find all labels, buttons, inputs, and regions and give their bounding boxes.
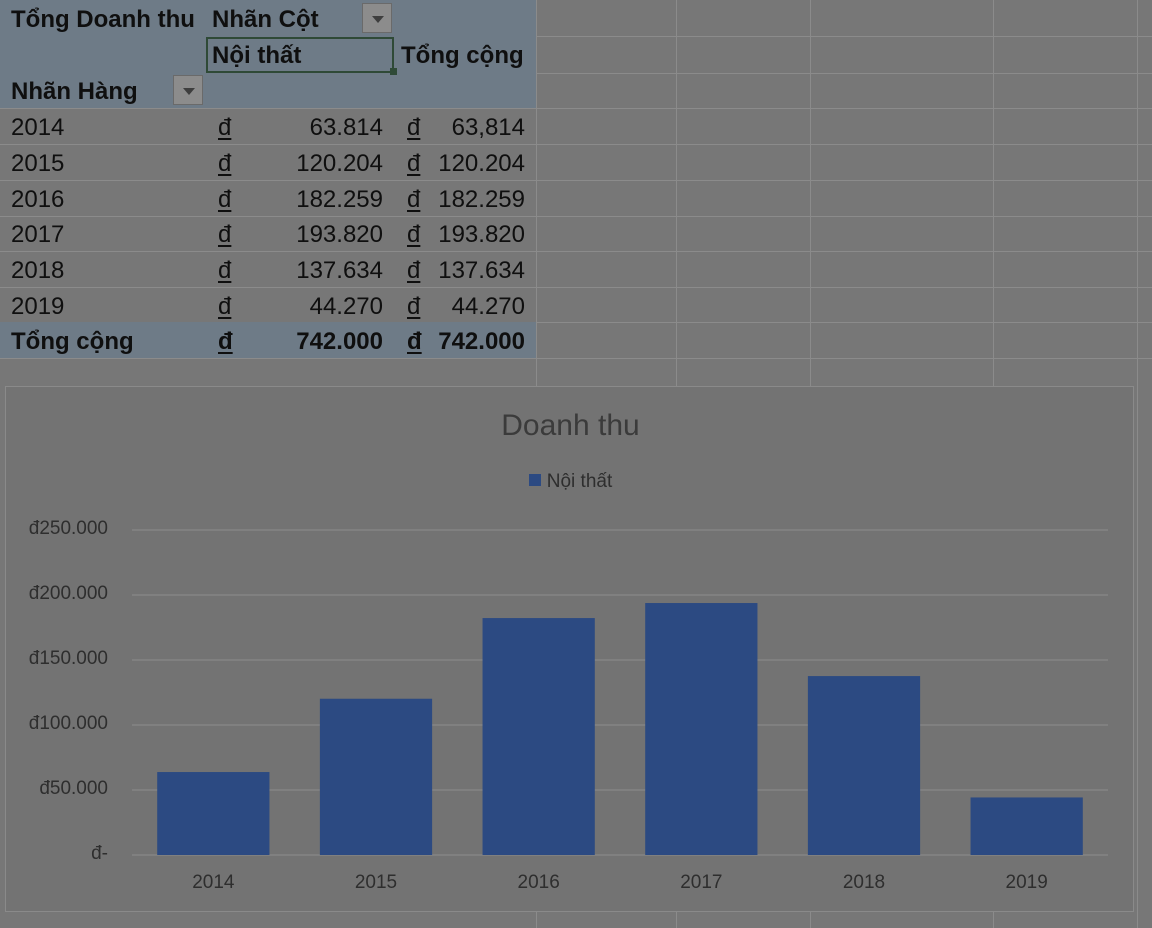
total-cell: 182.259: [438, 186, 525, 213]
row-labels-header[interactable]: Nhãn Hàng: [11, 78, 138, 105]
grid-line: [0, 251, 1152, 252]
value-cell: 193.820: [296, 221, 383, 248]
value-cell: 120.204: [296, 150, 383, 177]
bar-2018[interactable]: [807, 676, 921, 855]
legend-label: Nội thất: [546, 471, 613, 492]
grand-total-column-label[interactable]: Tổng cộng: [401, 42, 524, 69]
x-tick-label: 2016: [517, 872, 560, 893]
chevron-down-icon: [372, 16, 384, 23]
currency-symbol: đ: [218, 221, 232, 248]
grid-line: [1137, 0, 1138, 928]
pivot-total-band: [0, 322, 536, 358]
grid-line: [0, 358, 1152, 359]
grid-line: [0, 108, 1152, 109]
currency-symbol: đ: [407, 328, 422, 355]
currency-symbol: đ: [407, 114, 421, 141]
active-cell-border: [206, 37, 394, 73]
row-label: 2014: [11, 114, 65, 141]
pivot-header-band: [0, 0, 536, 108]
row-filter-button[interactable]: [173, 75, 203, 105]
grid-line: [0, 36, 1152, 37]
value-cell: 63.814: [309, 114, 383, 141]
bar-2019[interactable]: [970, 797, 1083, 855]
currency-symbol: đ: [407, 293, 421, 320]
currency-symbol: đ: [218, 257, 232, 284]
currency-symbol: đ: [407, 221, 421, 248]
row-label: 2015: [11, 150, 65, 177]
grid-line: [0, 180, 1152, 181]
pivot-value-field[interactable]: Tổng Doanh thu: [11, 6, 195, 33]
currency-symbol: đ: [407, 150, 421, 177]
grand-total-total: 742.000: [438, 328, 525, 355]
x-tick-label: 2014: [192, 872, 235, 893]
fill-handle[interactable]: [390, 68, 397, 75]
row-label: 2016: [11, 186, 65, 213]
grand-total-label: Tổng cộng: [11, 328, 134, 355]
total-cell: 137.634: [438, 257, 525, 284]
bar-2017[interactable]: [645, 603, 758, 855]
total-cell: 44.270: [451, 293, 525, 320]
y-tick-label: đ100.000: [28, 713, 108, 734]
value-cell: 44.270: [309, 293, 383, 320]
pivot-chart[interactable]: Doanh thu Nội thất đ-đ50.000 đ100.000 đ150…: [5, 386, 1134, 912]
currency-symbol: đ: [218, 293, 232, 320]
chevron-down-icon: [183, 88, 195, 95]
x-tick-label: 2018: [842, 872, 886, 893]
row-label: 2017: [11, 221, 65, 248]
currency-symbol: đ: [218, 114, 232, 141]
grid-line: [0, 216, 1152, 217]
total-cell: 63,814: [451, 114, 525, 141]
value-cell: 182.259: [296, 186, 383, 213]
legend-swatch: [528, 473, 541, 486]
grid-line: [0, 73, 1152, 74]
column-labels-header[interactable]: Nhãn Cột: [212, 6, 319, 33]
y-tick-label: đ150.000: [28, 648, 108, 669]
currency-symbol: đ: [407, 257, 421, 284]
y-tick-label: đ50.000: [39, 778, 108, 799]
y-tick-label: đ-: [91, 843, 108, 864]
total-cell: 120.204: [438, 150, 525, 177]
grand-total-value: 742.000: [296, 328, 383, 355]
grid-line: [0, 144, 1152, 145]
currency-symbol: đ: [218, 150, 232, 177]
row-label: 2018: [11, 257, 65, 284]
x-tick-label: 2019: [1005, 872, 1048, 893]
column-filter-button[interactable]: [362, 3, 392, 33]
chart-legend[interactable]: Nội thất: [6, 471, 1135, 493]
y-tick-label: đ200.000: [28, 583, 108, 604]
column-item-label[interactable]: Nội thất: [212, 42, 302, 69]
bar-2015[interactable]: [319, 698, 433, 855]
row-label: 2019: [11, 293, 65, 320]
currency-symbol: đ: [218, 186, 232, 213]
x-tick-label: 2017: [680, 872, 723, 893]
currency-symbol: đ: [218, 328, 233, 355]
grid-line: [0, 322, 1152, 323]
chart-plot-area[interactable]: [6, 387, 1133, 911]
total-cell: 193.820: [438, 221, 525, 248]
bar-2014[interactable]: [157, 772, 270, 855]
bar-2016[interactable]: [482, 618, 595, 855]
grid-line: [0, 287, 1152, 288]
x-tick-label: 2015: [354, 872, 398, 893]
currency-symbol: đ: [407, 186, 421, 213]
value-cell: 137.634: [296, 257, 383, 284]
chart-title[interactable]: Doanh thu: [501, 409, 640, 442]
y-tick-label: đ250.000: [28, 518, 108, 539]
